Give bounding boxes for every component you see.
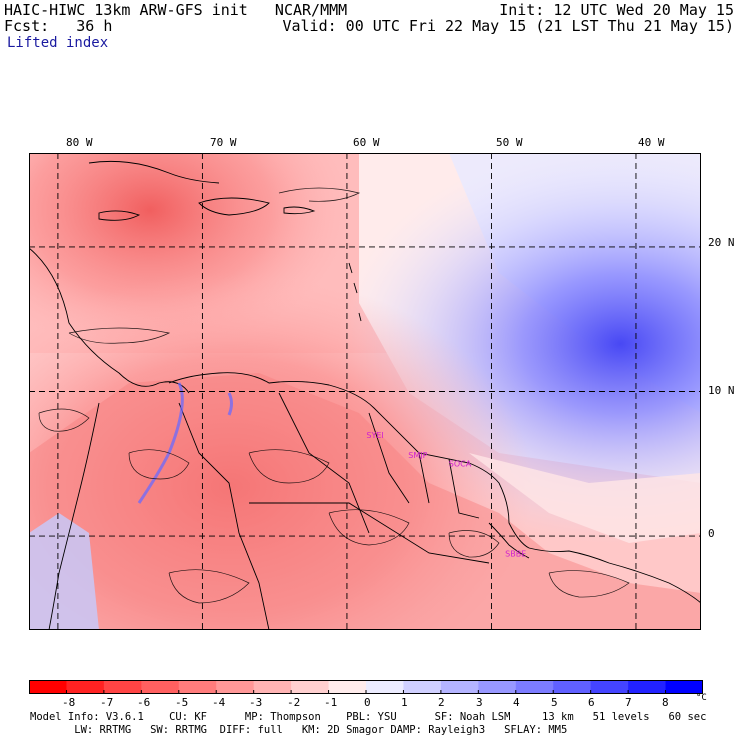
init-time: Init: 12 UTC Wed 20 May 15	[499, 1, 734, 19]
lon-label-80w: 80 W	[66, 136, 93, 149]
contour-5	[328, 509, 410, 546]
lon-label-50w: 50 W	[496, 136, 523, 149]
colorbar-cell	[103, 680, 142, 694]
border-colombia	[178, 402, 270, 630]
field-land-red	[29, 373, 701, 630]
contour-6	[448, 530, 500, 558]
cbar-label: -7	[100, 696, 114, 709]
cbar-label: 4	[513, 696, 520, 709]
central-america-coast	[29, 247, 190, 394]
cbar-label: 8	[662, 696, 669, 709]
coastlines	[29, 160, 701, 630]
colorbar-cell	[253, 680, 292, 694]
border-suriname	[418, 452, 430, 504]
station-label: SOCA	[449, 460, 472, 469]
cbar-label: 3	[476, 696, 483, 709]
south-america-north-coast	[168, 372, 530, 549]
cbar-label: -4	[212, 696, 226, 709]
cbar-label: -6	[137, 696, 151, 709]
field-pacific-blue	[29, 513, 99, 630]
colorbar-cell	[291, 680, 330, 694]
colorbar-cell	[403, 680, 442, 694]
cuba-coast	[88, 160, 220, 184]
contour-8	[168, 569, 250, 604]
contour-2	[68, 327, 171, 344]
colorbar-cell	[216, 680, 255, 694]
field-name: Lifted index	[7, 35, 109, 51]
colorbar	[29, 680, 703, 694]
lifted-index-map: SYEI SMJP SOCA SBBE	[29, 153, 701, 630]
lat-lon-grid	[29, 153, 701, 630]
colorbar-cell	[440, 680, 479, 694]
lon-label-60w: 60 W	[353, 136, 380, 149]
colorbar-cell	[665, 680, 703, 694]
cbar-label: 2	[438, 696, 445, 709]
lat-label-20n: 20 N	[708, 236, 735, 249]
station-label: SYEI	[366, 431, 383, 440]
cbar-label: 7	[625, 696, 632, 709]
border-brazil-north	[249, 502, 490, 564]
colorbar-cell	[553, 680, 592, 694]
contour-9	[38, 408, 90, 432]
contour-4	[248, 449, 330, 484]
border-french-guiana	[448, 458, 480, 519]
jamaica-coast	[98, 210, 141, 221]
map-frame	[29, 153, 701, 630]
lon-label-40w: 40 W	[638, 136, 665, 149]
field-atlantic-neutral-south	[469, 453, 701, 543]
hispaniola-coast	[198, 197, 270, 216]
cbar-label: -2	[287, 696, 301, 709]
cbar-label: 1	[401, 696, 408, 709]
colorbar-cell	[366, 680, 404, 694]
model-info-line1: Model Info: V3.6.1 CU: KF MP: Thompson P…	[30, 711, 707, 723]
model-title: HAIC-HIWC 13km ARW-GFS init NCAR/MMM	[4, 1, 348, 19]
colorbar-cell	[628, 680, 667, 694]
forecast-hour: Fcst: 36 h	[4, 17, 113, 35]
cbar-label: -3	[249, 696, 263, 709]
pacific-coast	[48, 402, 100, 630]
brazil-coast	[528, 547, 701, 604]
amazon-mouth	[488, 522, 530, 559]
valid-time: Valid: 00 UTC Fri 22 May 15 (21 LST Thu …	[282, 17, 734, 35]
lat-label-10n: 10 N	[708, 384, 735, 397]
colorbar-cell	[29, 680, 67, 694]
cbar-label: 6	[588, 696, 595, 709]
li-contours	[38, 187, 630, 604]
lat-label-0: 0	[708, 527, 715, 540]
station-label: SMJP	[408, 451, 427, 460]
border-venezuela	[278, 392, 370, 534]
cbar-label: -8	[62, 696, 76, 709]
puerto-rico-coast	[283, 206, 316, 215]
contour-1	[278, 187, 361, 202]
cbar-label: -5	[175, 696, 189, 709]
colorbar-cell	[478, 680, 517, 694]
stations: SYEI SMJP SOCA SBBE	[366, 431, 526, 559]
cbar-label: -1	[324, 696, 338, 709]
border-guyana	[368, 412, 410, 504]
contour-7	[548, 570, 630, 598]
lon-label-70w: 70 W	[210, 136, 237, 149]
colorbar-cell	[515, 680, 554, 694]
colorbar-cell	[141, 680, 180, 694]
cbar-label: 5	[551, 696, 558, 709]
model-info-line2: LW: RRTMG SW: RRTMG DIFF: full KM: 2D Sm…	[30, 724, 568, 736]
station-label: SBBE	[505, 549, 526, 558]
colorbar-cell	[66, 680, 105, 694]
colorbar-cell	[328, 680, 367, 694]
contour-3	[128, 449, 190, 480]
cbar-unit: °C	[696, 693, 707, 703]
lesser-antilles	[348, 262, 362, 322]
colorbar-cell	[178, 680, 217, 694]
colorbar-cell	[590, 680, 629, 694]
lake-maracaibo	[227, 392, 233, 416]
cbar-label: 0	[364, 696, 371, 709]
